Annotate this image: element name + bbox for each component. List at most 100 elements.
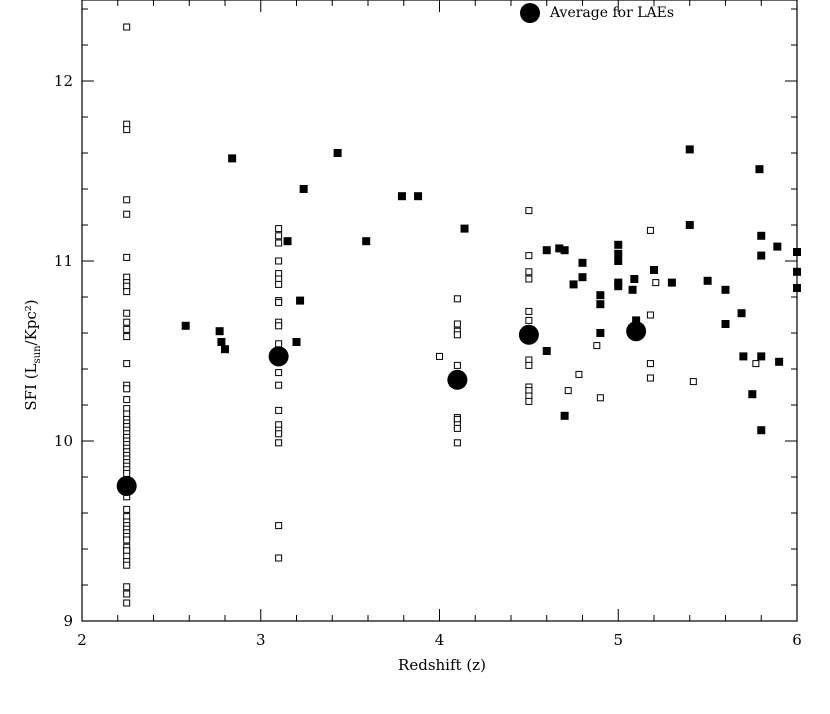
filled-square-point	[630, 275, 639, 283]
open-square-point	[123, 288, 131, 296]
x-tick-label: 5	[613, 631, 623, 649]
open-square-point	[525, 207, 533, 215]
filled-square-point	[221, 345, 229, 354]
filled-square-point	[569, 280, 578, 289]
open-square-point	[646, 311, 654, 319]
open-square-point	[453, 295, 461, 303]
filled-square-point	[748, 390, 757, 399]
filled-square-point	[542, 246, 551, 255]
filled-square-point	[460, 224, 469, 233]
filled-square-point	[228, 154, 237, 163]
filled-square-point	[542, 347, 551, 355]
open-square-point	[123, 23, 131, 31]
average-lae-point	[116, 476, 137, 496]
axis-tick-labels: 2 3 4 5 6 9 10 11 12	[54, 72, 802, 649]
filled-square-point	[773, 242, 782, 251]
open-square-point	[123, 599, 131, 607]
open-square-point	[123, 469, 131, 477]
filled-square-point	[560, 411, 569, 420]
filled-square-point	[685, 145, 694, 154]
filled-square-point	[628, 285, 637, 294]
open-square-point	[275, 554, 283, 562]
open-square-point	[123, 360, 131, 368]
filled-square-point	[650, 266, 658, 274]
filled-square-point	[397, 192, 406, 201]
y-tick-label: 9	[63, 612, 73, 630]
y-tick-label: 10	[54, 432, 73, 450]
open-square-point	[123, 505, 131, 513]
open-square-point	[275, 298, 283, 306]
open-square-point	[275, 239, 283, 247]
filled-square-point	[362, 237, 371, 246]
open-square-point	[123, 126, 131, 134]
x-tick-label: 4	[435, 631, 445, 649]
filled-square-point	[614, 240, 623, 249]
filled-square-point	[739, 352, 748, 361]
open-square-point	[525, 316, 533, 324]
open-square-point	[652, 279, 660, 287]
open-square-point	[593, 342, 601, 350]
filled-square-point	[296, 296, 305, 305]
filled-square-point	[793, 248, 801, 256]
open-square-point	[275, 225, 283, 233]
open-square-point	[689, 378, 697, 386]
filled-square-point	[596, 329, 605, 337]
open-square-point	[646, 226, 654, 234]
x-tick-label: 2	[77, 631, 87, 649]
open-square-point	[275, 430, 283, 438]
open-square-point	[123, 325, 131, 333]
open-square-point	[275, 381, 283, 389]
open-square-point	[275, 369, 283, 377]
filled-square-point	[283, 237, 292, 246]
filled-square-point	[181, 321, 190, 330]
open-square-point	[453, 439, 461, 447]
filled-square-point	[614, 257, 623, 265]
legend: Average for LAEs	[520, 3, 674, 23]
open-square-point	[123, 196, 131, 204]
open-square-point	[123, 590, 131, 598]
legend-label-average: Average for LAEs	[549, 5, 674, 21]
open-square-point	[123, 253, 131, 261]
y-axis-title-end: /Kpc²)	[22, 299, 40, 345]
x-tick-label: 6	[792, 631, 802, 649]
filled-square-point	[775, 357, 784, 366]
y-tick-label: 12	[54, 72, 73, 90]
filled-square-point	[578, 258, 587, 267]
filled-square-point	[414, 192, 423, 201]
y-axis-title: SFI (Lsun/Kpc²)	[22, 299, 43, 410]
filled-square-point	[555, 244, 564, 253]
open-square-point	[123, 210, 131, 218]
filled-square-point	[614, 282, 623, 291]
filled-square-point	[737, 309, 746, 318]
open-square-point	[453, 320, 461, 328]
open-square-point	[123, 333, 131, 341]
filled-square-point	[721, 285, 730, 294]
filled-square-point	[292, 338, 301, 346]
open-square-point	[453, 361, 461, 369]
x-tick-label: 3	[256, 631, 266, 649]
open-square-point	[525, 275, 533, 283]
open-square-point	[275, 340, 283, 348]
filled-square-point	[217, 338, 226, 346]
y-axis-title-main: SFI (L	[22, 363, 40, 410]
open-square-point	[453, 424, 461, 432]
average-lae-point	[268, 346, 289, 367]
average-lae-point	[626, 321, 647, 342]
open-square-point	[564, 387, 572, 395]
open-square-point	[123, 561, 131, 569]
open-square-point	[525, 361, 533, 369]
open-square-point	[596, 394, 604, 402]
open-square-point	[575, 370, 583, 378]
open-square-point	[123, 396, 131, 404]
filled-square-point	[703, 276, 712, 285]
open-square-point	[275, 280, 283, 288]
open-square-point	[123, 318, 131, 326]
filled-square-point	[685, 221, 694, 229]
filled-square-point	[215, 327, 224, 336]
data-points	[116, 23, 801, 607]
filled-square-point	[667, 278, 676, 287]
open-square-point	[646, 374, 654, 382]
open-square-point	[123, 536, 131, 544]
open-square-point	[123, 583, 131, 591]
